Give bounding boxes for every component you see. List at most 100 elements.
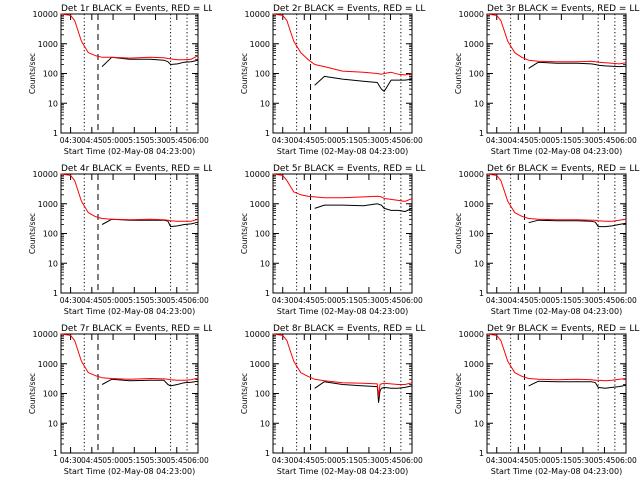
x-tick-label: 05:30 bbox=[572, 296, 594, 305]
y-tick-label: 1 bbox=[479, 289, 484, 298]
y-tick-label: 100 bbox=[469, 230, 484, 239]
plot-frame bbox=[60, 173, 199, 294]
y-tick-label: 10000 bbox=[459, 10, 484, 19]
x-tick-label: 05:45 bbox=[380, 136, 402, 145]
x-tick-label: 05:30 bbox=[145, 136, 167, 145]
y-tick-label: 10 bbox=[48, 419, 58, 428]
x-tick-label: 04:45 bbox=[81, 296, 103, 305]
chart-panel-8: Det 8r BLACK = Events, RED = LLD 1 10 100 10… bbox=[240, 324, 426, 476]
x-tick-label: 05:45 bbox=[380, 296, 402, 305]
x-tick-label: 05:45 bbox=[166, 296, 188, 305]
x-tick-label: 04:30 bbox=[272, 136, 294, 145]
y-axis-label: Counts/sec bbox=[454, 213, 463, 254]
series-line-events bbox=[314, 381, 413, 403]
x-tick-label: 06:00 bbox=[401, 296, 423, 305]
x-tick-label: 04:30 bbox=[60, 296, 82, 305]
series-line-lld bbox=[60, 173, 199, 222]
x-axis-label: Start Time (02-May-08 04:23:00) bbox=[64, 147, 195, 156]
y-tick-label: 1 bbox=[53, 129, 58, 138]
y-tick-label: 1 bbox=[53, 289, 58, 298]
plot-frame bbox=[272, 13, 413, 134]
x-axis-label: Start Time (02-May-08 04:23:00) bbox=[64, 467, 195, 476]
x-tick-label: 05:30 bbox=[145, 296, 167, 305]
x-tick-label: 04:45 bbox=[507, 456, 529, 465]
x-tick-label: 04:30 bbox=[60, 136, 82, 145]
chart-panel-2: Det 2r BLACK = Events, RED = LLD 1 10 100 10… bbox=[240, 4, 426, 156]
x-tick-label: 06:00 bbox=[187, 136, 209, 145]
y-axis-label: Counts/sec bbox=[28, 373, 37, 414]
x-tick-label: 05:15 bbox=[123, 296, 145, 305]
y-tick-label: 1 bbox=[265, 289, 270, 298]
series-line-lld bbox=[486, 13, 627, 65]
x-tick-label: 04:45 bbox=[293, 296, 315, 305]
x-tick-label: 04:45 bbox=[507, 296, 529, 305]
series-line-events bbox=[101, 218, 199, 228]
y-tick-label: 10000 bbox=[459, 170, 484, 179]
plot-frame bbox=[486, 173, 627, 294]
x-tick-label: 05:45 bbox=[594, 296, 616, 305]
y-axis-label: Counts/sec bbox=[240, 213, 249, 254]
x-tick-label: 05:00 bbox=[102, 296, 124, 305]
x-axis-label: Start Time (02-May-08 04:23:00) bbox=[491, 307, 622, 316]
y-tick-label: 1000 bbox=[38, 200, 58, 209]
y-tick-label: 10000 bbox=[245, 330, 270, 339]
x-tick-label: 05:00 bbox=[102, 456, 124, 465]
y-axis-label: Counts/sec bbox=[454, 373, 463, 414]
x-tick-label: 05:45 bbox=[380, 456, 402, 465]
y-axis-label: Counts/sec bbox=[454, 53, 463, 94]
chart-title: Det 6r BLACK = Events, RED = LLD bbox=[487, 164, 640, 174]
y-tick-label: 10 bbox=[260, 99, 270, 108]
series-line-events bbox=[528, 380, 627, 389]
y-tick-label: 100 bbox=[255, 230, 270, 239]
plot-frame bbox=[486, 13, 627, 134]
x-tick-label: 05:00 bbox=[529, 136, 551, 145]
x-tick-label: 06:00 bbox=[401, 456, 423, 465]
y-tick-label: 10 bbox=[48, 259, 58, 268]
chart-title: Det 8r BLACK = Events, RED = LLD bbox=[273, 324, 426, 334]
x-tick-label: 05:00 bbox=[102, 136, 124, 145]
series-line-lld bbox=[272, 173, 413, 202]
x-tick-label: 05:30 bbox=[145, 456, 167, 465]
x-axis-label: Start Time (02-May-08 04:23:00) bbox=[64, 307, 195, 316]
x-tick-label: 05:30 bbox=[358, 136, 380, 145]
plot-frame bbox=[486, 333, 627, 454]
x-tick-label: 04:30 bbox=[60, 456, 82, 465]
chart-title: Det 9r BLACK = Events, RED = LLD bbox=[487, 324, 640, 334]
x-tick-label: 05:00 bbox=[315, 136, 337, 145]
chart-title: Det 1r BLACK = Events, RED = LLD bbox=[61, 4, 212, 14]
y-tick-label: 1000 bbox=[250, 200, 270, 209]
series-line-events bbox=[101, 378, 199, 387]
chart-panel-3: Det 3r BLACK = Events, RED = LLD 1 10 100 10… bbox=[454, 4, 640, 156]
y-tick-label: 1000 bbox=[250, 40, 270, 49]
x-tick-label: 05:15 bbox=[551, 456, 573, 465]
x-tick-label: 06:00 bbox=[615, 136, 637, 145]
y-tick-label: 1 bbox=[265, 449, 270, 458]
x-tick-label: 05:15 bbox=[337, 136, 359, 145]
y-axis-label: Counts/sec bbox=[240, 373, 249, 414]
x-tick-label: 05:15 bbox=[337, 296, 359, 305]
chart-panel-6: Det 6r BLACK = Events, RED = LLD 1 10 100 10… bbox=[454, 164, 640, 316]
x-tick-label: 04:30 bbox=[486, 136, 508, 145]
series-line-lld bbox=[272, 13, 413, 76]
x-axis-label: Start Time (02-May-08 04:23:00) bbox=[277, 307, 408, 316]
series-line-lld bbox=[60, 13, 199, 61]
chart-panel-7: Det 7r BLACK = Events, RED = LLD 1 10 100 10… bbox=[28, 324, 212, 476]
x-tick-label: 04:45 bbox=[81, 456, 103, 465]
plot-frame bbox=[60, 333, 199, 454]
series-line-lld bbox=[60, 333, 199, 381]
series-line-lld bbox=[486, 173, 627, 222]
y-tick-label: 10 bbox=[474, 259, 484, 268]
y-tick-label: 100 bbox=[255, 70, 270, 79]
y-tick-label: 1000 bbox=[38, 40, 58, 49]
chart-title: Det 7r BLACK = Events, RED = LLD bbox=[61, 324, 212, 334]
chart-title: Det 5r BLACK = Events, RED = LLD bbox=[273, 164, 426, 174]
chart-title: Det 2r BLACK = Events, RED = LLD bbox=[273, 4, 426, 14]
y-tick-label: 100 bbox=[43, 70, 58, 79]
series-line-events bbox=[314, 203, 413, 212]
x-tick-label: 05:30 bbox=[358, 296, 380, 305]
y-tick-label: 1 bbox=[265, 129, 270, 138]
y-tick-label: 100 bbox=[43, 390, 58, 399]
x-tick-label: 05:30 bbox=[358, 456, 380, 465]
chart-panel-4: Det 4r BLACK = Events, RED = LLD 1 10 100 10… bbox=[28, 164, 212, 316]
